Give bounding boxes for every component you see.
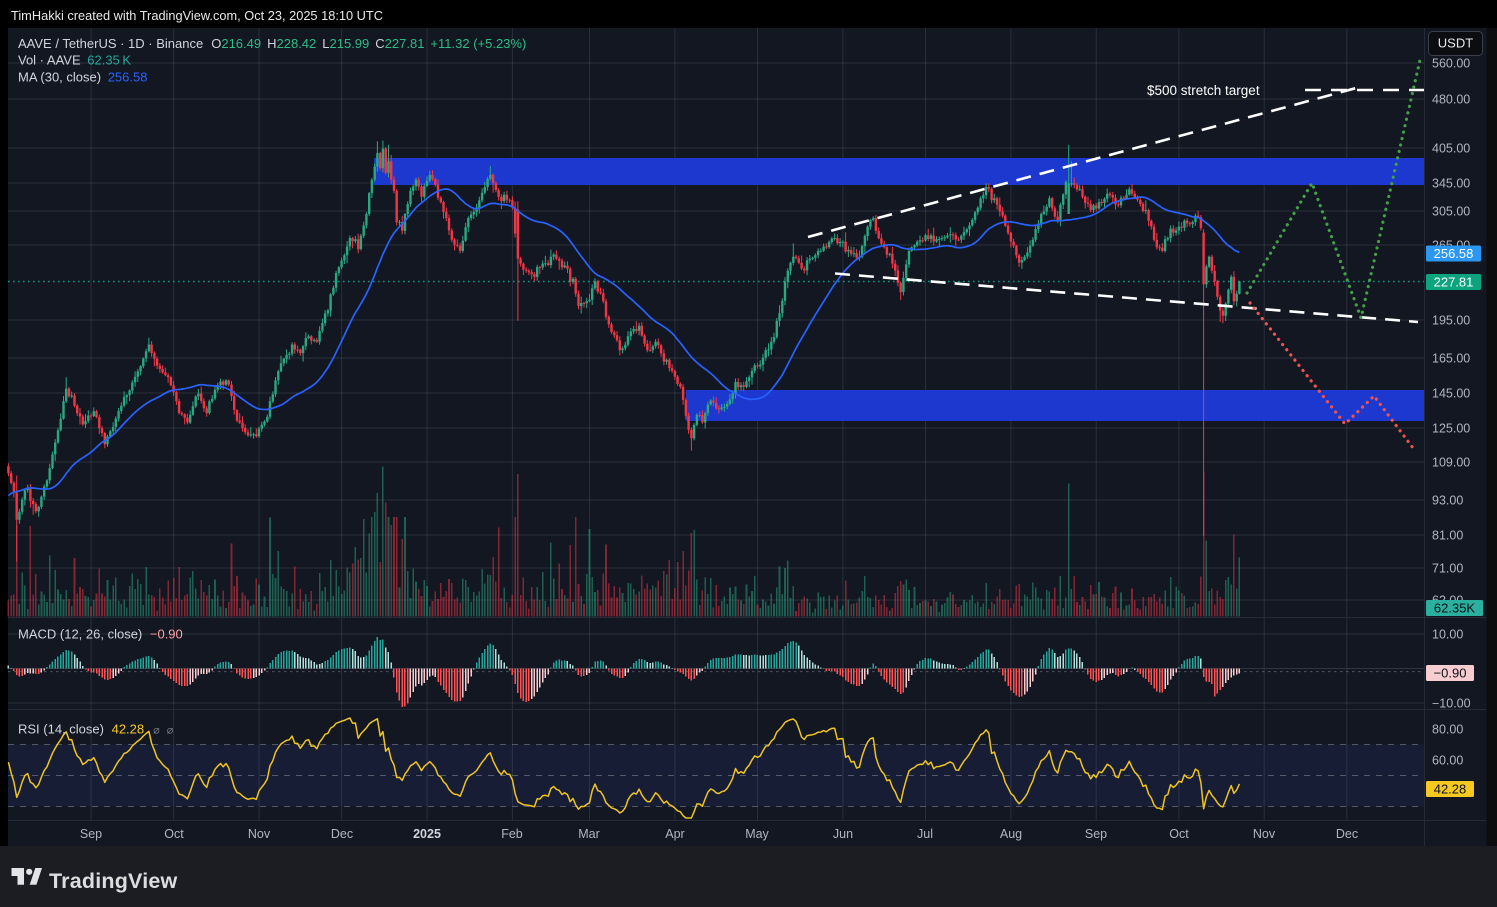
svg-text:256.58: 256.58 <box>1434 246 1474 261</box>
svg-text:MA (30, close) 256.58: MA (30, close) 256.58 <box>18 70 147 85</box>
svg-text:165.00: 165.00 <box>1432 352 1470 366</box>
svg-text:TradingView: TradingView <box>49 869 178 893</box>
svg-text:Jun: Jun <box>833 827 853 841</box>
svg-text:−0.90: −0.90 <box>1434 666 1467 681</box>
svg-text:42.28: 42.28 <box>1434 782 1467 797</box>
svg-text:125.00: 125.00 <box>1432 422 1470 436</box>
svg-text:81.00: 81.00 <box>1432 529 1463 543</box>
svg-text:Oct: Oct <box>164 827 184 841</box>
svg-text:345.00: 345.00 <box>1432 177 1470 191</box>
svg-text:80.00: 80.00 <box>1432 723 1463 737</box>
svg-text:May: May <box>745 827 769 841</box>
svg-text:Apr: Apr <box>665 827 684 841</box>
svg-text:195.00: 195.00 <box>1432 314 1470 328</box>
svg-text:93.00: 93.00 <box>1432 494 1463 508</box>
svg-text:Mar: Mar <box>578 827 600 841</box>
svg-text:560.00: 560.00 <box>1432 57 1470 71</box>
svg-text:$500 stretch target: $500 stretch target <box>1147 83 1260 98</box>
svg-text:10.00: 10.00 <box>1432 628 1463 642</box>
svg-text:Dec: Dec <box>1336 827 1358 841</box>
svg-text:109.00: 109.00 <box>1432 456 1470 470</box>
svg-text:Nov: Nov <box>1253 827 1276 841</box>
svg-text:Sep: Sep <box>80 827 102 841</box>
svg-text:Oct: Oct <box>1169 827 1189 841</box>
svg-text:Feb: Feb <box>501 827 523 841</box>
svg-text:227.81: 227.81 <box>1434 275 1474 290</box>
svg-text:Jul: Jul <box>917 827 933 841</box>
svg-text:62.35K: 62.35K <box>1434 601 1476 616</box>
svg-text:2025: 2025 <box>413 827 441 841</box>
svg-text:Aug: Aug <box>1000 827 1022 841</box>
svg-text:405.00: 405.00 <box>1432 142 1470 156</box>
svg-text:TimHakki created with TradingV: TimHakki created with TradingView.com, O… <box>11 8 383 23</box>
svg-text:60.00: 60.00 <box>1432 754 1463 768</box>
svg-text:305.00: 305.00 <box>1432 205 1470 219</box>
svg-text:480.00: 480.00 <box>1432 93 1470 107</box>
svg-text:USDT: USDT <box>1438 36 1473 51</box>
svg-text:71.00: 71.00 <box>1432 562 1463 576</box>
svg-text:RSI (14, close) 42.28⌀⌀: RSI (14, close) 42.28 ⌀ ⌀ <box>18 722 174 737</box>
svg-text:AAVE / TetherUS · 1D · Binance: AAVE / TetherUS · 1D · Binance O216.49 H22… <box>18 36 526 51</box>
svg-text:145.00: 145.00 <box>1432 387 1470 401</box>
svg-text:Nov: Nov <box>248 827 271 841</box>
svg-text:Dec: Dec <box>331 827 353 841</box>
svg-text:MACD (12, 26, close) −0.90: MACD (12, 26, close) −0.90 <box>18 627 183 642</box>
svg-text:−10.00: −10.00 <box>1432 697 1471 711</box>
svg-text:Sep: Sep <box>1085 827 1107 841</box>
svg-text:Vol · AAVE 62.35 K: Vol · AAVE 62.35 K <box>18 53 131 68</box>
